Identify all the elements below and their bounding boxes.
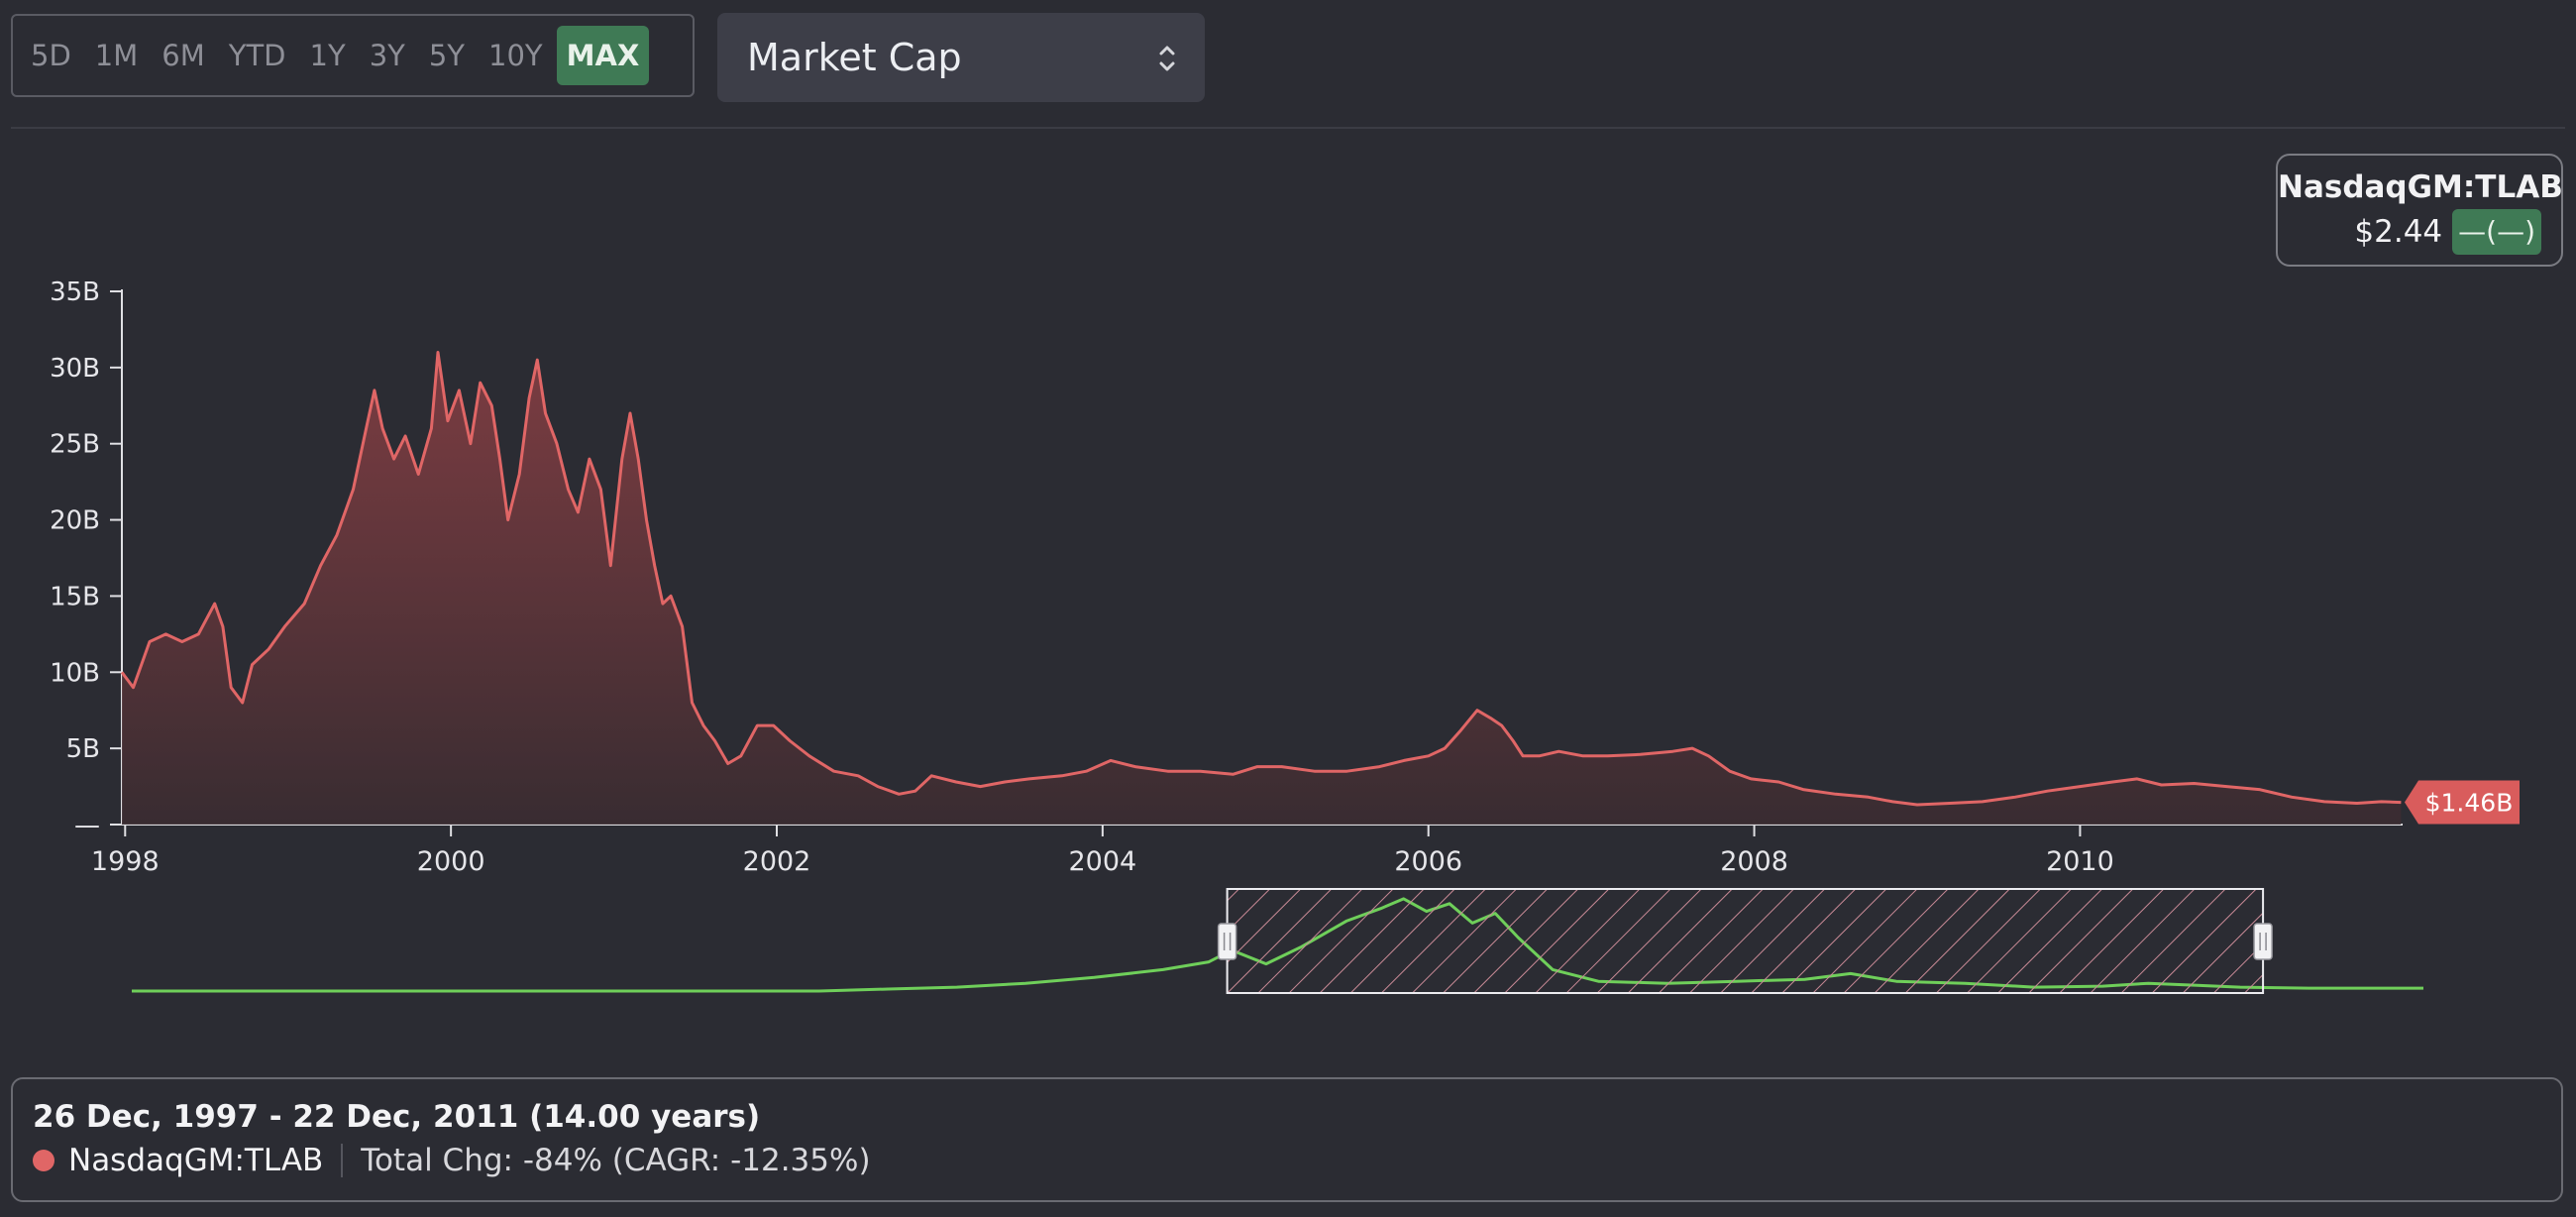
range-button-6m[interactable]: 6M — [161, 39, 205, 72]
y-tick-label: 5B — [66, 734, 100, 764]
series-line — [120, 351, 2402, 807]
total-change-stat: Total Chg: -84% (CAGR: -12.35%) — [361, 1143, 871, 1178]
navigator-right-handle[interactable] — [2253, 923, 2273, 960]
metric-select-value: Market Cap — [747, 36, 962, 79]
range-button-5y[interactable]: 5Y — [428, 39, 466, 72]
y-tick-label: 30B — [50, 354, 100, 384]
range-button-1y[interactable]: 1Y — [309, 39, 346, 72]
market-cap-chart[interactable]: — 5B 10B 15B 20B 25B 30B 35B 1998 2000 2002 2004 200… — [0, 0, 2576, 1060]
footer-separator — [341, 1144, 344, 1177]
y-tick-label: 15B — [50, 582, 100, 611]
ticker-price: $2.44 — [2354, 214, 2443, 250]
x-tick-label: 2006 — [1394, 846, 1462, 877]
y-tick-label: 25B — [50, 430, 100, 460]
x-tick-label: 1998 — [91, 846, 160, 877]
range-button-3y[interactable]: 3Y — [369, 39, 405, 72]
series-color-dot — [33, 1150, 54, 1171]
range-button-10y[interactable]: 10Y — [488, 39, 543, 72]
x-tick-label: 2008 — [1720, 846, 1788, 877]
chevron-up-down-icon — [1159, 46, 1175, 71]
y-tick-label: 35B — [50, 277, 100, 307]
summary-footer: 26 Dec, 1997 - 22 Dec, 2011 (14.00 years… — [11, 1077, 2563, 1202]
ticker-info-box: NasdaqGM:TLAB $2.44 —(—) — [2276, 154, 2563, 267]
series-area-fill — [122, 352, 2402, 825]
date-range-summary: 26 Dec, 1997 - 22 Dec, 2011 (14.00 years… — [33, 1099, 761, 1135]
x-tick-label: 2000 — [417, 846, 485, 877]
range-button-1m[interactable]: 1M — [94, 39, 139, 72]
x-tick-label: 2002 — [743, 846, 811, 877]
time-range-selector: 5D 1M 6M YTD 1Y 3Y 5Y 10Y MAX — [11, 14, 695, 97]
metric-select[interactable]: Market Cap — [717, 13, 1205, 102]
range-button-5d[interactable]: 5D — [31, 39, 71, 72]
series-name: NasdaqGM:TLAB — [68, 1143, 324, 1178]
range-button-max[interactable]: MAX — [556, 26, 650, 85]
header-divider — [11, 127, 2565, 129]
ticker-change-badge: —(—) — [2452, 209, 2541, 255]
x-tick-label: 2004 — [1069, 846, 1137, 877]
navigator-selection[interactable] — [1226, 888, 2265, 994]
x-tick-label: 2010 — [2046, 846, 2114, 877]
last-value-tag — [2405, 780, 2520, 825]
y-tick-label: — — [74, 811, 100, 840]
ticker-symbol: NasdaqGM:TLAB — [2278, 169, 2563, 205]
range-button-ytd[interactable]: YTD — [228, 39, 286, 72]
y-tick-label: 10B — [50, 658, 100, 688]
navigator-left-handle[interactable] — [1217, 923, 1237, 960]
last-value-label: $1.46B — [2425, 789, 2514, 818]
y-tick-label: 20B — [50, 506, 100, 536]
